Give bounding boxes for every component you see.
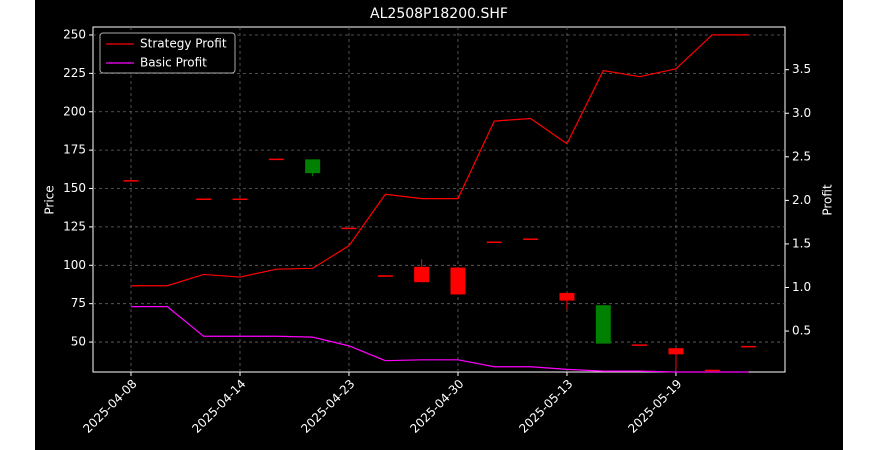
candle-body — [341, 227, 357, 230]
candle-body — [450, 267, 466, 295]
candle-body — [377, 275, 393, 277]
y2-tick-label: 1.0 — [792, 280, 811, 294]
y2-tick-label: 1.5 — [792, 236, 811, 250]
candle-body — [523, 238, 539, 240]
candle-body — [486, 241, 502, 244]
candle-body — [559, 292, 575, 301]
y-axis-label: Price — [43, 185, 57, 214]
candle-body — [595, 305, 611, 344]
y-tick-label: 250 — [63, 27, 86, 41]
legend-label: Basic Profit — [140, 56, 207, 70]
y2-tick-label: 2.5 — [792, 149, 811, 163]
y2-tick-label: 3.5 — [792, 62, 811, 76]
candle-body — [268, 158, 284, 161]
candle-body — [232, 198, 248, 201]
candle-body — [632, 344, 648, 346]
y2-axis-label: Profit — [821, 184, 835, 216]
candle-body — [741, 345, 757, 348]
candle-body — [196, 198, 212, 201]
y2-tick-label: 3.0 — [792, 106, 811, 120]
y2-tick-label: 2.0 — [792, 193, 811, 207]
profit-line — [131, 306, 749, 373]
y-tick-label: 150 — [63, 181, 86, 195]
y-tick-label: 200 — [63, 104, 86, 118]
candle-body — [704, 369, 720, 372]
y-tick-label: 75 — [71, 296, 86, 310]
y-tick-label: 125 — [63, 219, 86, 233]
candle-body — [414, 266, 430, 283]
candle-body — [305, 159, 321, 174]
y-tick-label: 225 — [63, 66, 86, 80]
candle-body — [668, 348, 684, 355]
chart-title: AL2508P18200.SHF — [370, 6, 508, 22]
profit-line — [131, 34, 749, 287]
y2-tick-label: 0.5 — [792, 324, 811, 338]
legend-label: Strategy Profit — [140, 37, 227, 51]
candle-body — [123, 180, 139, 182]
y-tick-label: 175 — [63, 143, 86, 157]
y-tick-label: 50 — [71, 335, 86, 349]
y-tick-label: 100 — [63, 258, 86, 272]
legend: Strategy Profit Basic Profit — [99, 32, 236, 74]
